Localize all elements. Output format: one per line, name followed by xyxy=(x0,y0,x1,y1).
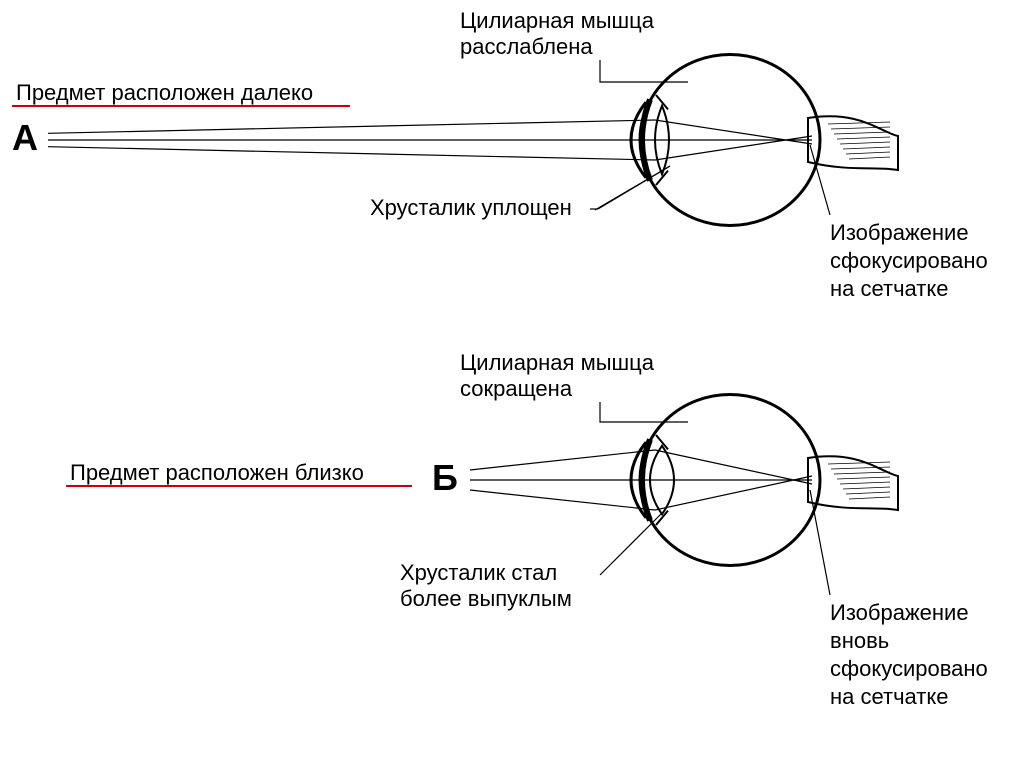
lens-label: Хрусталик уплощен xyxy=(370,195,572,220)
object-distance-label: Предмет расположен близко xyxy=(70,460,364,485)
letter-Б: Б xyxy=(432,457,458,498)
letter-А: А xyxy=(12,117,38,158)
object-distance-label: Предмет расположен далеко xyxy=(16,80,313,105)
lens-label: Хрусталик сталболее выпуклым xyxy=(400,560,572,611)
